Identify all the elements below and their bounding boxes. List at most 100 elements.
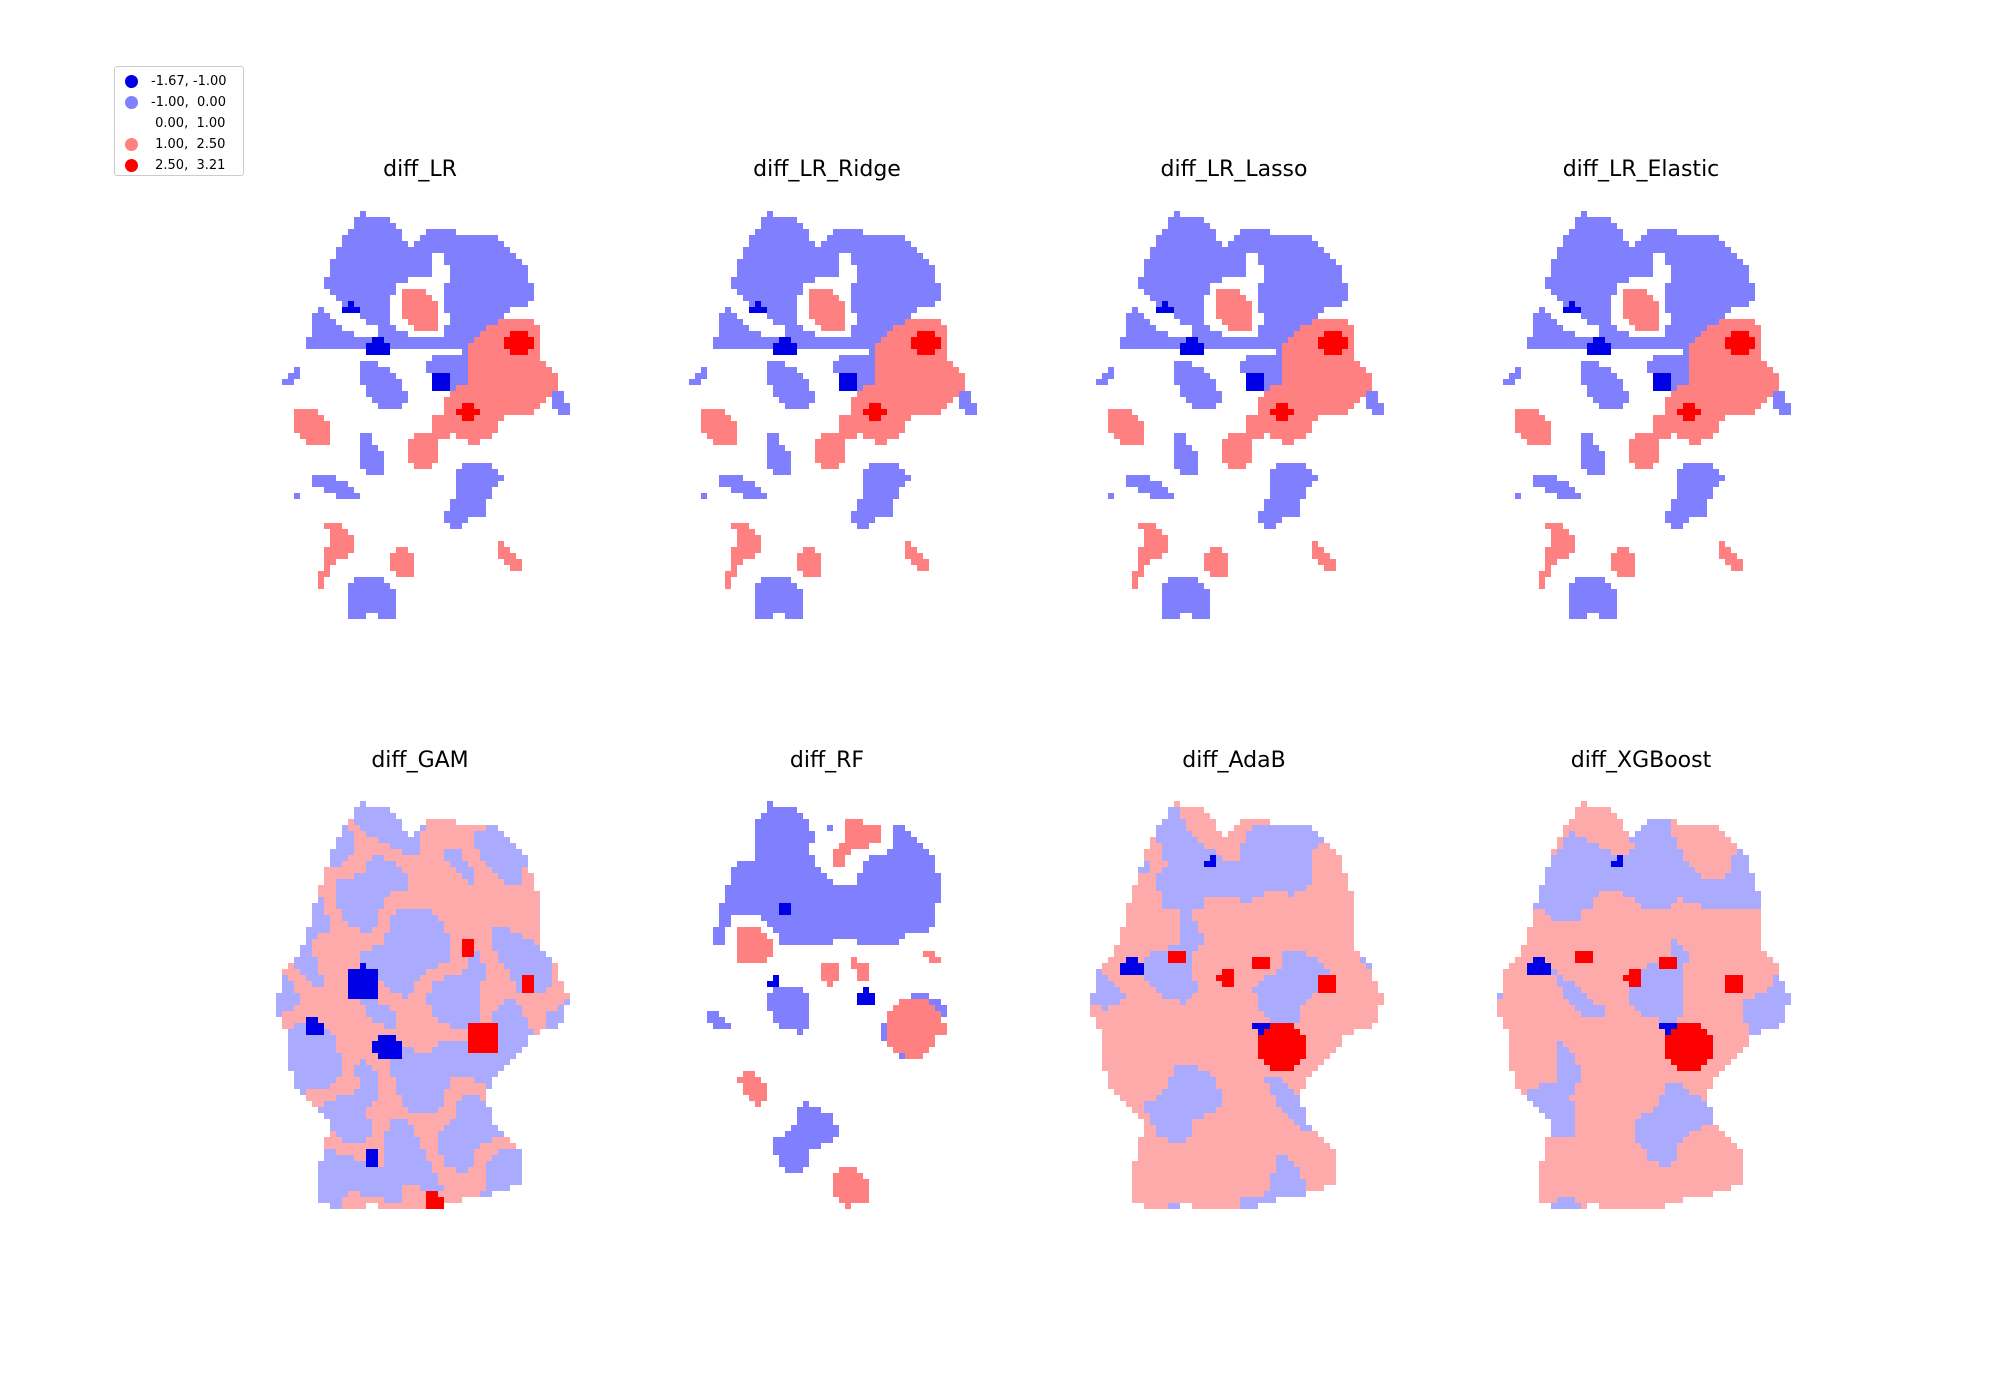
map-cell (755, 487, 761, 493)
map-cell (1551, 547, 1557, 553)
map-cell (450, 235, 456, 241)
map-cell (1144, 337, 1150, 343)
map-cell (1312, 319, 1318, 325)
map-cell (444, 361, 450, 367)
map-cell (1168, 601, 1174, 607)
map-cell (396, 825, 402, 831)
map-cell (1330, 355, 1336, 361)
map-cell (785, 289, 791, 295)
map-cell (1725, 343, 1731, 349)
map-cell (923, 367, 929, 373)
map-cell (372, 577, 378, 583)
map-cell (785, 271, 791, 277)
map-cell (372, 229, 378, 235)
map-cell (1270, 355, 1276, 361)
map-cell (1174, 463, 1180, 469)
map-cell (1318, 379, 1324, 385)
map-cell (504, 861, 510, 867)
map-cell (1581, 589, 1587, 595)
map-cell (450, 421, 456, 427)
map-cell (875, 469, 881, 475)
map-cell (390, 289, 396, 295)
map-cell (1737, 379, 1743, 385)
map-cell (1527, 337, 1533, 343)
map-cell (1713, 367, 1719, 373)
map-cell (1629, 253, 1635, 259)
map-cell (1186, 349, 1192, 355)
map-cell (797, 373, 803, 379)
map-cell (851, 427, 857, 433)
map-cell (1294, 277, 1300, 283)
map-cell (1701, 277, 1707, 283)
map-cell (498, 313, 504, 319)
map-cell (1695, 373, 1701, 379)
map-cell (426, 439, 432, 445)
map-cell (498, 873, 504, 879)
map-cell (1629, 565, 1635, 571)
map-cell (875, 301, 881, 307)
map-cell (1306, 319, 1312, 325)
map-cell (1707, 235, 1713, 241)
map-cell (498, 301, 504, 307)
map-cell (1641, 265, 1647, 271)
map-cell (905, 361, 911, 367)
map-cell (1605, 331, 1611, 337)
map-cell (1294, 331, 1300, 337)
map-cell (923, 337, 929, 343)
map-cell (1581, 259, 1587, 265)
map-cell (1695, 307, 1701, 313)
map-cell (1156, 541, 1162, 547)
map-cell (1180, 385, 1186, 391)
map-cell (534, 373, 540, 379)
map-cell (432, 885, 438, 891)
map-cell (528, 325, 534, 331)
map-cell (516, 271, 522, 277)
map-cell (474, 313, 480, 319)
map-cell (1270, 499, 1276, 505)
map-cell (1605, 373, 1611, 379)
map-cell (1689, 433, 1695, 439)
map-cell (366, 433, 372, 439)
map-cell (1162, 493, 1168, 499)
map-cell (1342, 343, 1348, 349)
map-cell (923, 277, 929, 283)
map-cell (378, 289, 384, 295)
map-cell (1300, 373, 1306, 379)
map-cell (372, 223, 378, 229)
map-cell (1330, 331, 1336, 337)
map-cell (1318, 307, 1324, 313)
map-cell (1743, 301, 1749, 307)
map-cell (1312, 343, 1318, 349)
map-cell (366, 607, 372, 613)
map-cell (1707, 361, 1713, 367)
map-cell (863, 235, 869, 241)
map-cell (1653, 373, 1659, 379)
map-cell (1743, 331, 1749, 337)
map-cell (462, 277, 468, 283)
map-cell (827, 295, 833, 301)
map-cell (761, 613, 767, 619)
map-cell (444, 283, 450, 289)
map-cell (402, 277, 408, 283)
map-cell (342, 529, 348, 535)
map-cell (486, 403, 492, 409)
map-cell (312, 427, 318, 433)
map-cell (336, 247, 342, 253)
map-cell (791, 589, 797, 595)
map-cell (510, 283, 516, 289)
map-cell (462, 331, 468, 337)
map-cell (1138, 421, 1144, 427)
map-cell (1635, 241, 1641, 247)
map-cell (863, 301, 869, 307)
map-cell (1234, 439, 1240, 445)
map-cell (414, 289, 420, 295)
map-cell (893, 433, 899, 439)
map-cell (498, 247, 504, 253)
map-cell (1288, 379, 1294, 385)
map-cell (1755, 367, 1761, 373)
map-cell (1563, 535, 1569, 541)
map-cell (1563, 553, 1569, 559)
map-cell (450, 427, 456, 433)
map-cell (1192, 463, 1198, 469)
map-cell (342, 343, 348, 349)
